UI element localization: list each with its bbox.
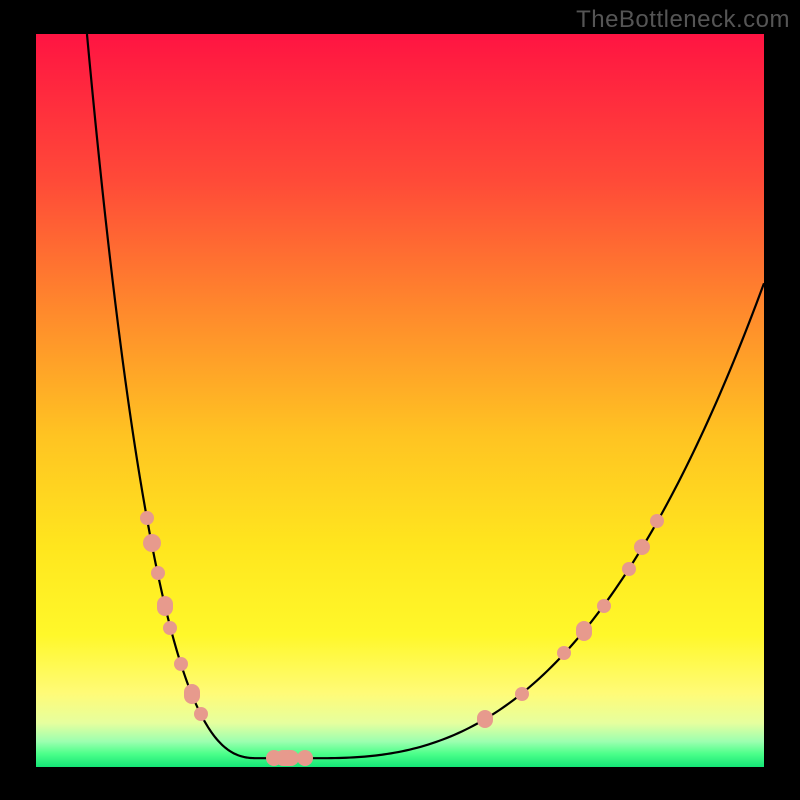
data-marker: [634, 539, 650, 555]
data-marker: [194, 707, 208, 721]
curve-layer: [36, 34, 764, 767]
bottleneck-curve: [87, 34, 764, 758]
data-marker: [515, 687, 529, 701]
data-marker: [622, 562, 636, 576]
data-marker: [557, 646, 571, 660]
data-marker: [163, 621, 177, 635]
data-marker: [174, 657, 188, 671]
data-marker: [275, 750, 299, 766]
data-marker: [650, 514, 664, 528]
plot-area: [36, 34, 764, 767]
data-marker: [143, 534, 161, 552]
data-marker: [157, 596, 173, 616]
chart-frame: TheBottleneck.com: [0, 0, 800, 800]
data-marker: [597, 599, 611, 613]
data-marker: [297, 750, 313, 766]
data-marker: [140, 511, 154, 525]
data-marker: [184, 684, 200, 704]
watermark-text: TheBottleneck.com: [576, 6, 790, 34]
data-marker: [151, 566, 165, 580]
data-marker: [576, 621, 592, 641]
data-marker: [477, 710, 493, 728]
